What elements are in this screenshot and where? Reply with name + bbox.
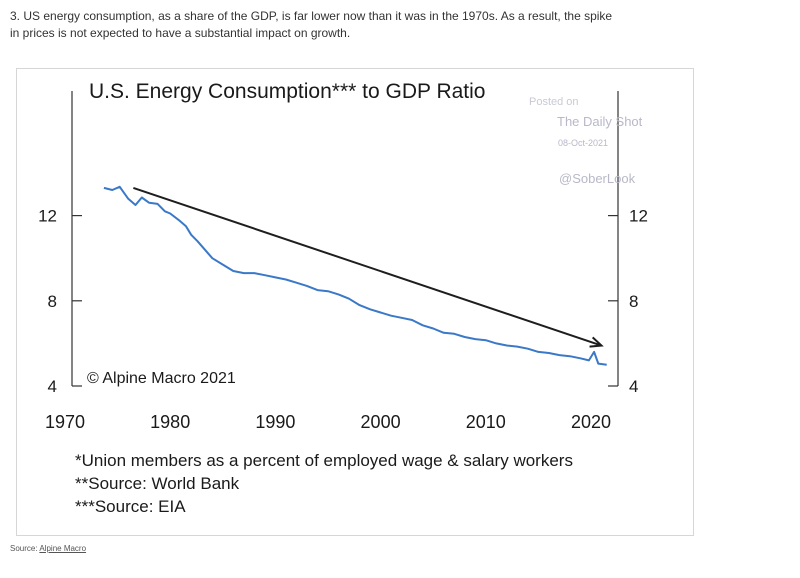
source-line: Source: Alpine Macro	[10, 544, 86, 553]
watermark-posted: Posted on	[529, 96, 579, 108]
footnote: *Union members as a percent of employed …	[75, 451, 573, 470]
x-tick-label: 1990	[255, 412, 295, 432]
watermark-date: 08-Oct-2021	[558, 138, 608, 148]
y-tick-label-right: 12	[629, 207, 648, 226]
intro-line-1: 3. US energy consumption, as a share of …	[10, 9, 613, 23]
x-tick-label: 1970	[45, 412, 85, 432]
watermark-source: The Daily Shot	[557, 114, 643, 129]
intro-text: 3. US energy consumption, as a share of …	[10, 8, 710, 42]
trend-arrow-line	[133, 186, 602, 347]
x-tick-label: 2000	[361, 412, 401, 432]
footnote: **Source: World Bank	[75, 474, 240, 493]
y-tick-label-right: 4	[629, 377, 638, 396]
footnote: ***Source: EIA	[75, 497, 186, 516]
energy-gdp-chart: U.S. Energy Consumption*** to GDP Ratio 1…	[38, 80, 648, 516]
chart-title: U.S. Energy Consumption*** to GDP Ratio	[89, 80, 485, 103]
chart-frame: U.S. Energy Consumption*** to GDP Ratio 1…	[16, 68, 694, 536]
chart-annotation: © Alpine Macro 2021	[87, 370, 236, 387]
x-tick-label: 1980	[150, 412, 190, 432]
energy-gdp-series-line	[103, 185, 607, 366]
source-label: Source:	[10, 544, 38, 553]
intro-line-2: in prices is not expected to have a subs…	[10, 26, 351, 40]
trend-arrow-head	[589, 336, 604, 348]
x-tick-label: 2020	[571, 412, 611, 432]
watermark-handle: @SoberLook	[559, 171, 636, 186]
y-tick-label-left: 4	[48, 377, 57, 396]
y-tick-label-left: 12	[38, 207, 57, 226]
y-tick-label-left: 8	[48, 292, 57, 311]
y-tick-label-right: 8	[629, 292, 638, 311]
source-link[interactable]: Alpine Macro	[39, 544, 87, 553]
x-tick-label: 2010	[466, 412, 506, 432]
